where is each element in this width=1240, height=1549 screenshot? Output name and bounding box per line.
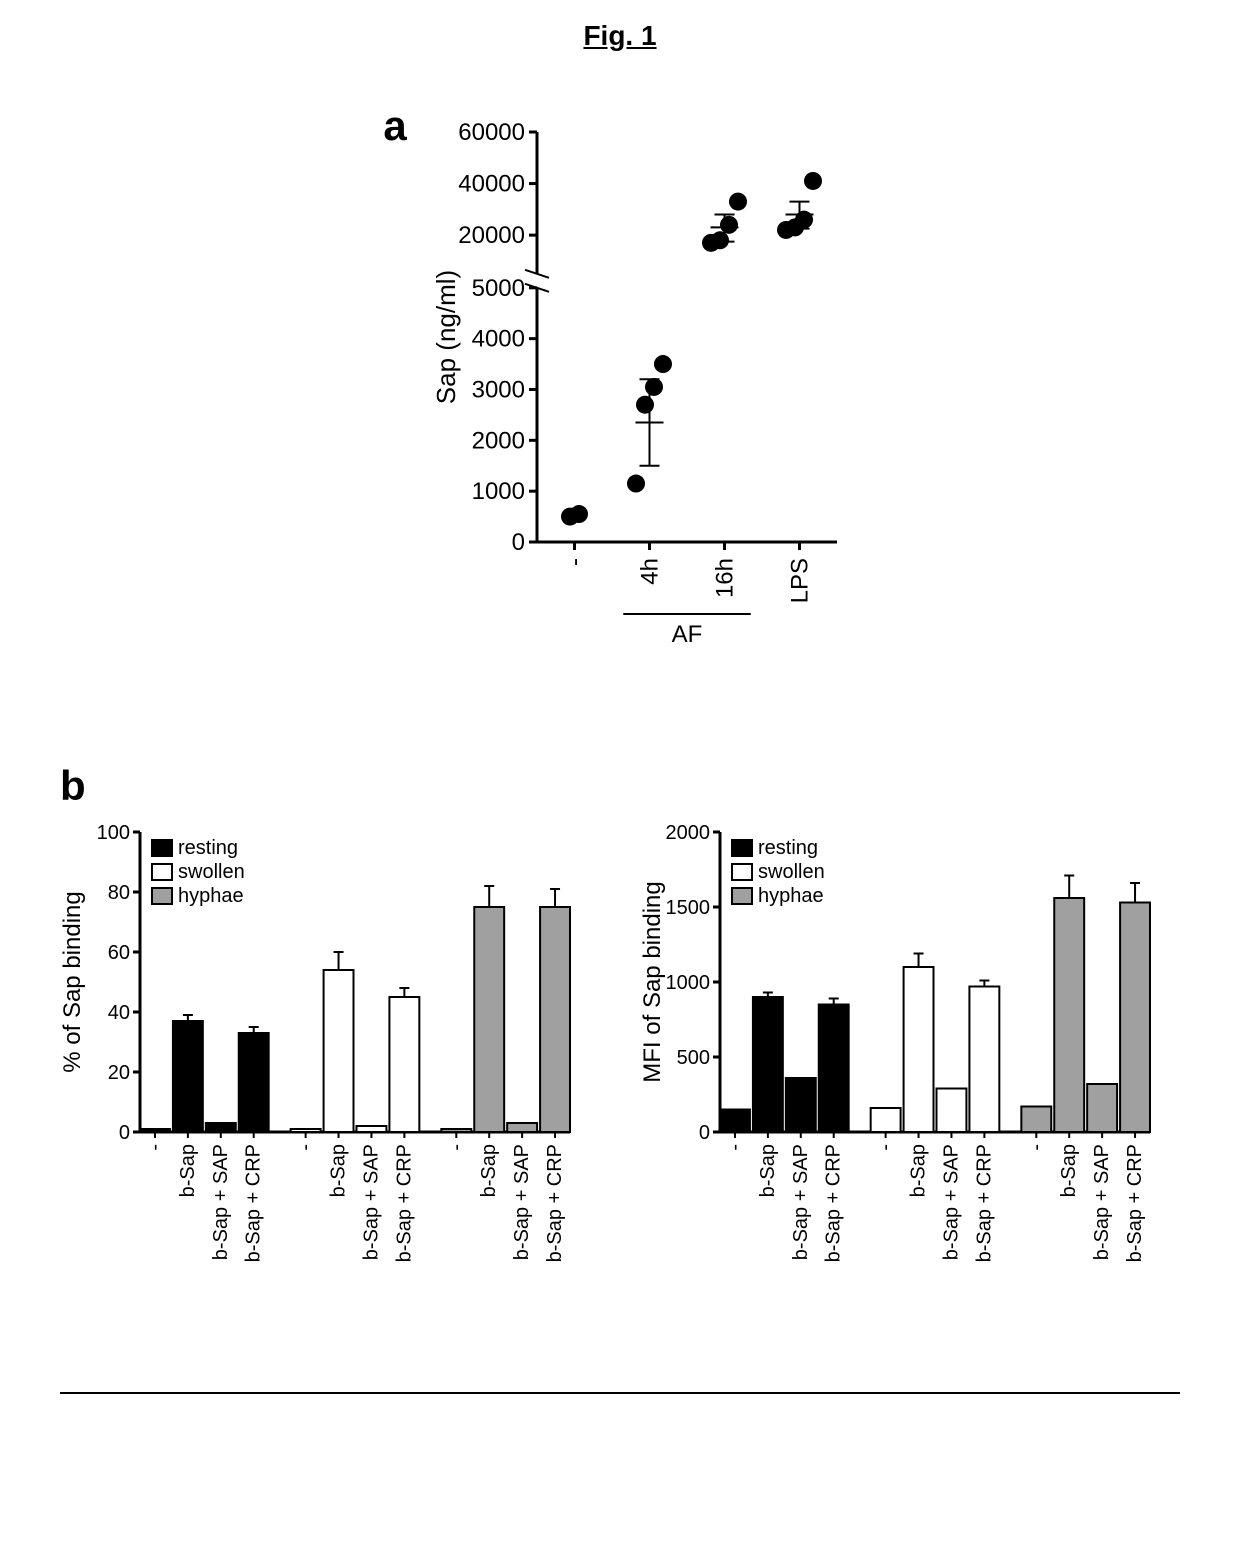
svg-text:-: - (144, 1144, 166, 1151)
figure-title: Fig. 1 (60, 20, 1180, 52)
svg-text:500: 500 (677, 1047, 710, 1069)
svg-text:resting: resting (758, 837, 818, 859)
panel-b-left-bar: 0 20 40 60 80 100 % of Sap binding - b-Sap b-Sap … (60, 812, 580, 1332)
svg-text:resting: resting (178, 837, 238, 859)
svg-text:100: 100 (97, 822, 130, 844)
svg-text:0: 0 (119, 1122, 130, 1144)
svg-text:20: 20 (108, 1062, 130, 1084)
panel-b-label: b (60, 762, 86, 810)
svg-text:b-Sap: b-Sap (757, 1144, 779, 1197)
svg-text:b-Sap + CRP: b-Sap + CRP (973, 1144, 995, 1262)
svg-text:b-Sap + SAP: b-Sap + SAP (940, 1144, 962, 1260)
svg-text:swollen: swollen (178, 861, 245, 883)
svg-text:Sap (ng/ml): Sap (ng/ml) (431, 270, 461, 404)
svg-text:b-Sap + CRP: b-Sap + CRP (823, 1144, 845, 1262)
svg-text:0: 0 (699, 1122, 710, 1144)
svg-text:b-Sap + CRP: b-Sap + CRP (393, 1144, 415, 1262)
svg-text:LPS: LPS (786, 558, 813, 603)
svg-text:% of Sap binding: % of Sap binding (60, 891, 86, 1072)
panel-a-container: a 010002000300040005000200004000060000Sa… (60, 112, 1180, 692)
svg-text:b-Sap + SAP: b-Sap + SAP (511, 1144, 533, 1260)
svg-text:AF: AF (671, 621, 702, 648)
svg-text:60: 60 (108, 942, 130, 964)
svg-text:3000: 3000 (471, 376, 524, 403)
svg-text:1000: 1000 (666, 972, 711, 994)
svg-text:b-Sap + CRP: b-Sap + CRP (1124, 1144, 1146, 1262)
footer-divider (60, 1392, 1180, 1394)
svg-text:b-Sap: b-Sap (177, 1144, 199, 1197)
svg-text:40: 40 (108, 1002, 130, 1024)
svg-text:16h: 16h (711, 558, 738, 598)
svg-text:-: - (724, 1144, 746, 1151)
svg-text:swollen: swollen (758, 861, 825, 883)
svg-text:-: - (561, 558, 588, 566)
svg-text:-: - (1025, 1144, 1047, 1151)
svg-text:2000: 2000 (471, 427, 524, 454)
svg-text:hyphae: hyphae (178, 885, 244, 907)
svg-text:20000: 20000 (458, 222, 525, 249)
panel-b-container: b 020406080100% of Sap binding-b-Sapb-Sa… (60, 772, 1180, 1332)
svg-text:b-Sap + CRP: b-Sap + CRP (544, 1144, 566, 1262)
svg-text:b-Sap: b-Sap (328, 1144, 350, 1197)
svg-text:5000: 5000 (471, 275, 524, 302)
svg-text:40000: 40000 (458, 171, 525, 198)
svg-text:b-Sap + SAP: b-Sap + SAP (360, 1144, 382, 1260)
svg-text:-: - (295, 1144, 317, 1151)
svg-text:hyphae: hyphae (758, 885, 824, 907)
panel-b-right-bar: 0 500 1000 1500 2000 MFI of Sap binding - b-Sap… (640, 812, 1160, 1332)
svg-text:-: - (445, 1144, 467, 1151)
svg-text:b-Sap + SAP: b-Sap + SAP (790, 1144, 812, 1260)
svg-text:60000: 60000 (458, 119, 525, 146)
svg-text:b-Sap + CRP: b-Sap + CRP (243, 1144, 265, 1262)
svg-text:b-Sap: b-Sap (1058, 1144, 1080, 1197)
svg-text:1000: 1000 (471, 478, 524, 505)
svg-text:b-Sap: b-Sap (478, 1144, 500, 1197)
svg-text:4000: 4000 (471, 326, 524, 353)
panel-a-label: a (383, 102, 406, 150)
panel-a-scatter: 0 1000 2000 3000 4000 5000 20000 40000 60000 Sap … (427, 112, 857, 692)
svg-text:-: - (875, 1144, 897, 1151)
svg-text:80: 80 (108, 882, 130, 904)
svg-text:b-Sap + SAP: b-Sap + SAP (1091, 1144, 1113, 1260)
svg-text:1500: 1500 (666, 897, 711, 919)
svg-text:b-Sap + SAP: b-Sap + SAP (210, 1144, 232, 1260)
svg-text:2000: 2000 (666, 822, 711, 844)
svg-text:0: 0 (511, 529, 524, 556)
svg-text:4h: 4h (636, 558, 663, 585)
svg-text:b-Sap: b-Sap (908, 1144, 930, 1197)
svg-text:MFI of Sap binding: MFI of Sap binding (640, 881, 666, 1082)
